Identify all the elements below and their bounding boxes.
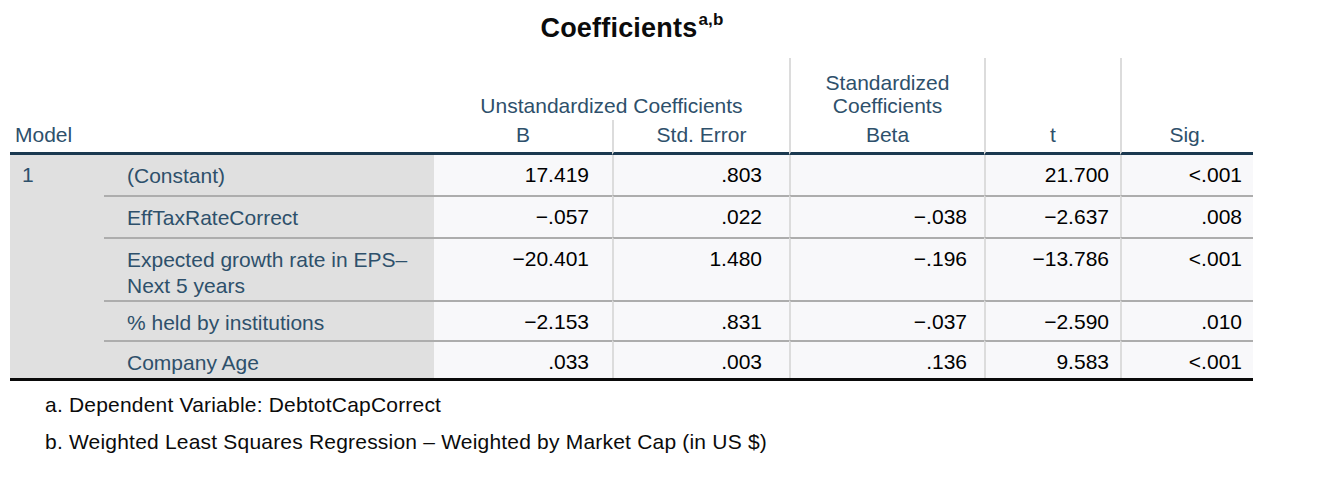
- row-label: Company Age: [104, 340, 434, 378]
- header-t: t: [984, 120, 1120, 155]
- cell-std-error: .803: [612, 155, 789, 195]
- cell-beta: −.037: [789, 300, 984, 340]
- table-footnotes: a. Dependent Variable: DebtotCapCorrect …: [45, 393, 1338, 454]
- model-number-cell: 1: [10, 155, 104, 378]
- row-label: % held by institutions: [104, 300, 434, 340]
- row-label: EffTaxRateCorrect: [104, 195, 434, 237]
- header-sig: Sig.: [1120, 120, 1253, 155]
- cell-sig: .008: [1120, 195, 1253, 237]
- cell-beta: .136: [789, 340, 984, 378]
- cell-sig: .010: [1120, 300, 1253, 340]
- title-text: Coefficients: [540, 13, 697, 43]
- header-group-unstandardized: Unstandardized Coefficients: [434, 58, 789, 120]
- cell-t: −13.786: [984, 237, 1120, 300]
- header-spacer: [10, 58, 434, 120]
- footnote-b: b. Weighted Least Squares Regression – W…: [45, 430, 1338, 454]
- cell-b: −2.153: [434, 300, 612, 340]
- header-model: Model: [10, 120, 434, 155]
- cell-std-error: .831: [612, 300, 789, 340]
- header-group-standardized: Standardized Coefficients: [789, 58, 984, 120]
- cell-t: −2.590: [984, 300, 1120, 340]
- header-spacer-t: [984, 58, 1120, 120]
- footnote-a: a. Dependent Variable: DebtotCapCorrect: [45, 393, 1338, 417]
- table-title-area: Coefficientsa,b: [10, 0, 1253, 58]
- cell-b: −.057: [434, 195, 612, 237]
- cell-t: 9.583: [984, 340, 1120, 378]
- header-beta: Beta: [789, 120, 984, 155]
- spss-coefficients-output: Coefficientsa,b Unstandardized Coefficie…: [0, 0, 1338, 484]
- cell-std-error: .003: [612, 340, 789, 378]
- title-superscript: a,b: [698, 10, 723, 29]
- cell-beta: −.196: [789, 237, 984, 300]
- cell-t: −2.637: [984, 195, 1120, 237]
- cell-std-error: .022: [612, 195, 789, 237]
- cell-b: 17.419: [434, 155, 612, 195]
- header-b: B: [434, 120, 612, 155]
- row-label: Expected growth rate in EPS– Next 5 year…: [104, 237, 434, 300]
- row-label: (Constant): [104, 155, 434, 195]
- cell-sig: <.001: [1120, 237, 1253, 300]
- header-spacer-sig: [1120, 58, 1253, 120]
- cell-std-error: 1.480: [612, 237, 789, 300]
- cell-sig: <.001: [1120, 155, 1253, 195]
- page-title: Coefficientsa,b: [540, 12, 722, 44]
- cell-sig: <.001: [1120, 340, 1253, 378]
- cell-b: .033: [434, 340, 612, 378]
- cell-beta: −.038: [789, 195, 984, 237]
- cell-b: −20.401: [434, 237, 612, 300]
- cell-beta: [789, 155, 984, 195]
- header-std-error: Std. Error: [612, 120, 789, 155]
- coefficients-table: Unstandardized Coefficients Standardized…: [10, 58, 1253, 381]
- cell-t: 21.700: [984, 155, 1120, 195]
